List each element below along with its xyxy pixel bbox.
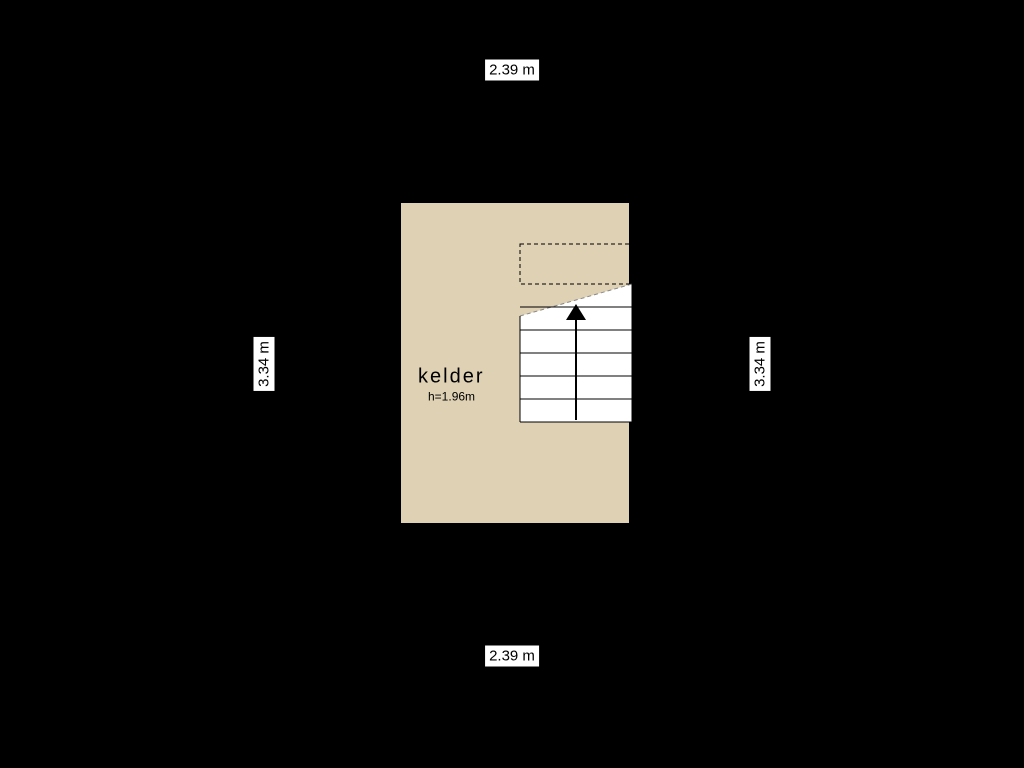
dimension-bottom: 2.39 m <box>485 646 539 667</box>
room-name: kelder <box>418 365 484 387</box>
dimension-left: 3.34 m <box>254 337 275 391</box>
room-height-label: h=1.96m <box>428 389 475 403</box>
dimension-right: 3.34 m <box>750 337 771 391</box>
dimension-top: 2.39 m <box>485 60 539 81</box>
